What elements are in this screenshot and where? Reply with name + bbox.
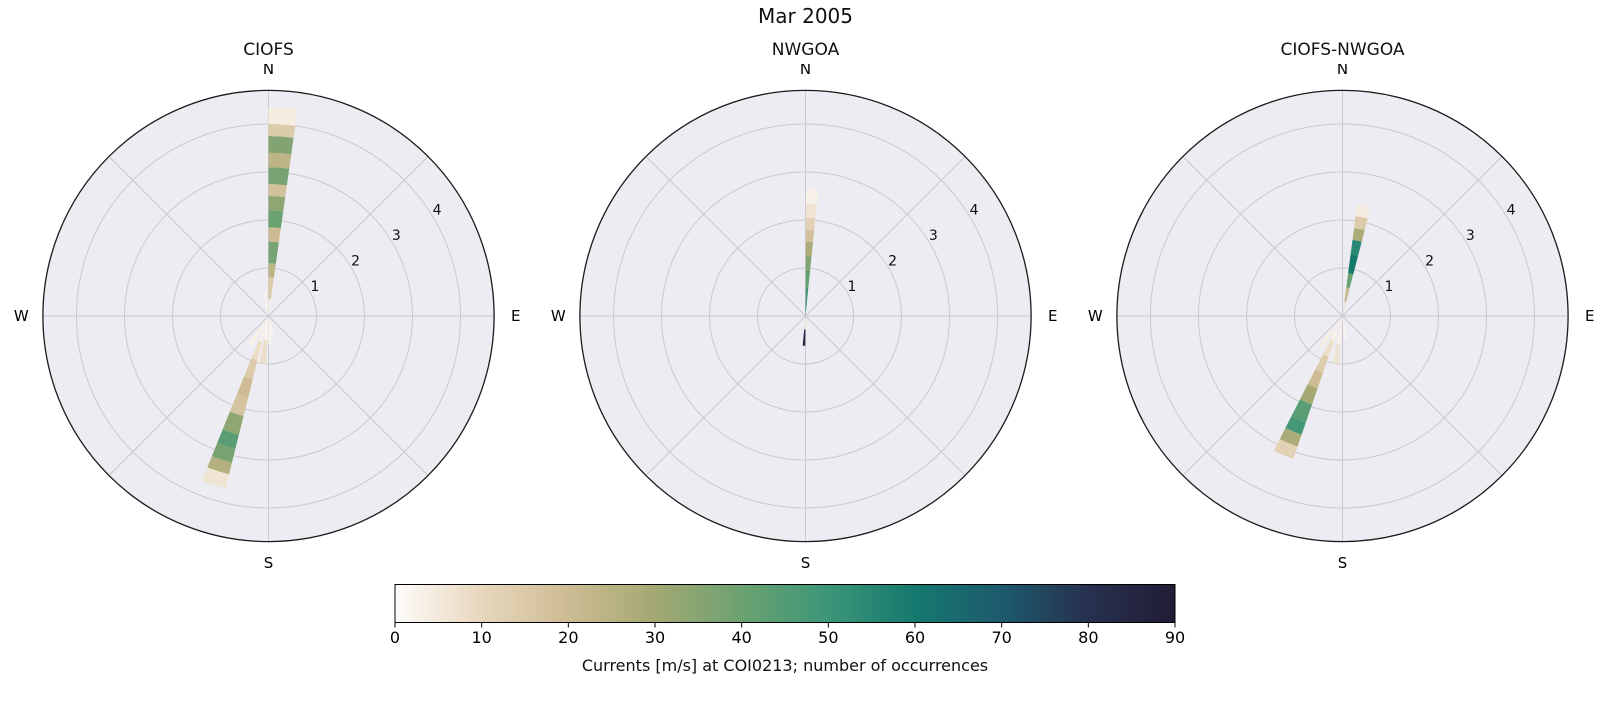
svg-text:30: 30 — [645, 628, 665, 647]
svg-text:3: 3 — [929, 228, 938, 244]
svg-text:1: 1 — [1384, 279, 1393, 295]
svg-text:N: N — [800, 64, 811, 78]
svg-text:70: 70 — [991, 628, 1011, 647]
rose-plots: CIOFS 1 2 3 4 N E S W NWGOA 1 2 3 4 N E S W CIOFS-NWGO… — [0, 36, 1611, 584]
svg-text:0: 0 — [390, 628, 400, 647]
svg-text:2: 2 — [351, 254, 360, 270]
svg-text:S: S — [264, 554, 274, 572]
svg-text:N: N — [1337, 64, 1348, 78]
svg-text:4: 4 — [433, 203, 442, 219]
svg-text:80: 80 — [1078, 628, 1098, 647]
svg-text:2: 2 — [888, 254, 897, 270]
svg-text:E: E — [1585, 307, 1594, 325]
svg-text:4: 4 — [1507, 203, 1516, 219]
subplot-ciofs: CIOFS 1 2 3 4 N E S W — [0, 36, 537, 584]
rose-chart-ciofs: 1 2 3 4 N E S W — [14, 64, 521, 572]
svg-text:50: 50 — [818, 628, 838, 647]
svg-text:90: 90 — [1165, 628, 1185, 647]
svg-text:40: 40 — [731, 628, 751, 647]
subplot-title-nwgoa: NWGOA — [771, 40, 840, 60]
svg-text:W: W — [551, 307, 566, 325]
svg-text:60: 60 — [905, 628, 925, 647]
svg-text:S: S — [1338, 554, 1348, 572]
svg-text:W: W — [14, 307, 29, 325]
svg-text:4: 4 — [970, 203, 979, 219]
svg-text:3: 3 — [392, 228, 401, 244]
figure-title: Mar 2005 — [758, 4, 853, 28]
svg-text:W: W — [1088, 307, 1103, 325]
colorbar-area: 0 10 20 30 40 50 60 70 80 90 Currents [m/s] at CO… — [385, 584, 1185, 675]
colorbar: 0 10 20 30 40 50 60 70 80 90 — [390, 584, 1185, 647]
rose-chart-ciofs-nwgoa: 1 2 3 4 N E S W — [1088, 64, 1595, 572]
subplot-title-ciofs-nwgoa: CIOFS-NWGOA — [1280, 40, 1405, 60]
svg-text:3: 3 — [1466, 228, 1475, 244]
rose-chart-nwgoa: 1 2 3 4 N E S W — [551, 64, 1058, 572]
svg-text:E: E — [1048, 307, 1057, 325]
svg-text:10: 10 — [471, 628, 491, 647]
svg-text:S: S — [801, 554, 811, 572]
colorbar-label: Currents [m/s] at COI0213; number of occ… — [581, 656, 989, 675]
svg-text:1: 1 — [310, 279, 319, 295]
svg-text:E: E — [511, 307, 520, 325]
subplot-ciofs-nwgoa: CIOFS-NWGOA 1 2 3 4 N E S W — [1074, 36, 1611, 584]
svg-text:N: N — [263, 64, 274, 78]
subplot-nwgoa: NWGOA 1 2 3 4 N E S W — [537, 36, 1074, 584]
subplot-title-ciofs: CIOFS — [243, 40, 294, 60]
svg-text:1: 1 — [847, 279, 856, 295]
svg-text:20: 20 — [558, 628, 578, 647]
svg-text:2: 2 — [1425, 254, 1434, 270]
